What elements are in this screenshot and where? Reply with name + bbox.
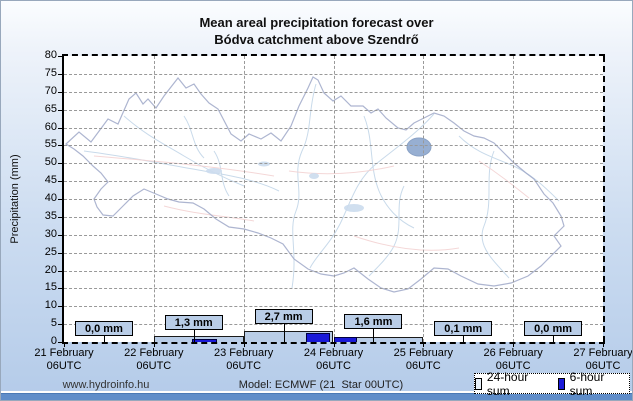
y-tick-label: 60	[44, 120, 57, 133]
daily-sum-label: 0,0 mm	[524, 321, 583, 336]
model-info: Model: ECMWF (21 Star 00UTC)	[238, 379, 404, 391]
bar-24h	[243, 331, 334, 342]
y-tick-label: 15	[44, 281, 57, 294]
vertical-gridline	[153, 56, 155, 342]
x-tick-mark	[603, 343, 604, 347]
daily-sum-label: 2,7 mm	[254, 309, 313, 325]
vertical-gridline	[423, 56, 425, 342]
x-tick-label: 23 February 06UTC	[214, 347, 274, 372]
y-tick-label: 35	[44, 209, 57, 222]
y-tick-mark	[58, 324, 63, 326]
daily-sum-connector	[373, 329, 375, 342]
y-tick-label: 45	[44, 174, 57, 187]
y-tick-mark	[58, 252, 63, 254]
x-tick-label: 27 February 06UTC	[573, 347, 633, 372]
y-tick-mark	[58, 199, 63, 200]
chart-title: Mean areal precipitation forecast over B…	[1, 14, 632, 48]
chart-title-line1: Mean areal precipitation forecast over	[199, 15, 434, 30]
legend-label-6h: 6-hour sum	[569, 369, 605, 398]
y-tick-label: 30	[44, 227, 57, 240]
bar-24h	[333, 337, 424, 342]
plot-area	[64, 56, 603, 342]
bottom-divider	[1, 391, 632, 394]
daily-sum-connector	[193, 330, 195, 342]
bar-6h	[191, 338, 217, 342]
y-tick-label: 70	[44, 84, 57, 97]
x-tick-mark	[243, 343, 245, 347]
x-tick-label: 24 February 06UTC	[303, 347, 364, 372]
y-tick-label: 20	[44, 263, 57, 276]
x-tick-mark	[333, 343, 335, 347]
daily-sum-label: 1,6 mm	[344, 314, 403, 330]
y-tick-label: 10	[44, 299, 57, 312]
y-tick-mark	[58, 181, 63, 183]
y-tick-mark	[58, 73, 63, 75]
y-tick-mark	[58, 270, 63, 272]
x-tick-mark	[423, 343, 425, 347]
y-tick-label: 80	[44, 49, 57, 61]
y-tick-label: 5	[50, 317, 57, 330]
y-axis-line	[62, 56, 64, 344]
daily-sum-label: 1,3 mm	[164, 315, 223, 331]
y-tick-mark	[58, 163, 63, 165]
x-tick-mark	[153, 343, 155, 347]
y-tick-mark	[58, 127, 63, 129]
vertical-gridline	[333, 56, 335, 342]
hungary-catchment-map-watermark	[65, 76, 565, 293]
chart-title-line2: Bódva catchment above Szendrő	[214, 32, 419, 47]
y-tick-label: 50	[44, 156, 57, 169]
y-tick-label: 25	[44, 245, 57, 258]
daily-sum-label: 0,0 mm	[74, 321, 133, 336]
y-tick-mark	[58, 234, 63, 236]
plot-right-border	[603, 56, 605, 342]
vertical-gridline	[243, 56, 245, 342]
y-tick-label: 55	[44, 138, 57, 151]
daily-sum-connector	[103, 336, 105, 342]
bar-6h	[334, 337, 357, 342]
x-tick-mark	[64, 343, 65, 347]
x-tick-mark	[513, 343, 515, 347]
daily-sum-connector	[283, 324, 285, 342]
y-tick-mark	[58, 56, 63, 57]
x-tick-label: 25 February 06UTC	[393, 347, 453, 372]
y-tick-mark	[58, 109, 63, 111]
y-tick-mark	[58, 216, 63, 218]
daily-sum-label: 0,1 mm	[434, 320, 493, 336]
y-tick-label: 65	[44, 102, 57, 115]
x-tick-label: 26 February 06UTC	[483, 347, 543, 372]
legend-swatch-24h-icon	[475, 377, 482, 390]
y-tick-mark	[58, 306, 63, 308]
vertical-gridline	[513, 56, 515, 342]
daily-sum-connector	[553, 336, 555, 342]
daily-sum-connector	[463, 335, 465, 342]
x-tick-label: 22 February 06UTC	[124, 347, 184, 372]
bar-6h	[305, 333, 330, 342]
plot-top-border	[62, 54, 605, 56]
y-tick-label: 75	[44, 66, 57, 79]
x-tick-label: 21 February 06UTC	[34, 347, 94, 372]
hydroinfo-link[interactable]: www.hydroinfo.hu	[62, 379, 150, 391]
y-tick-mark	[58, 288, 63, 290]
y-tick-mark	[58, 91, 63, 93]
bottom-strip	[1, 393, 632, 400]
y-tick-label: 0	[50, 335, 57, 347]
legend-label-24h: 24-hour sum	[486, 369, 529, 398]
y-tick-label: 40	[44, 192, 57, 204]
x-axis-line	[62, 342, 605, 344]
y-tick-mark	[58, 342, 63, 343]
legend: 24-hour sum 6-hour sum	[474, 370, 630, 398]
legend-swatch-6h-icon	[557, 377, 565, 390]
y-tick-mark	[58, 145, 63, 147]
